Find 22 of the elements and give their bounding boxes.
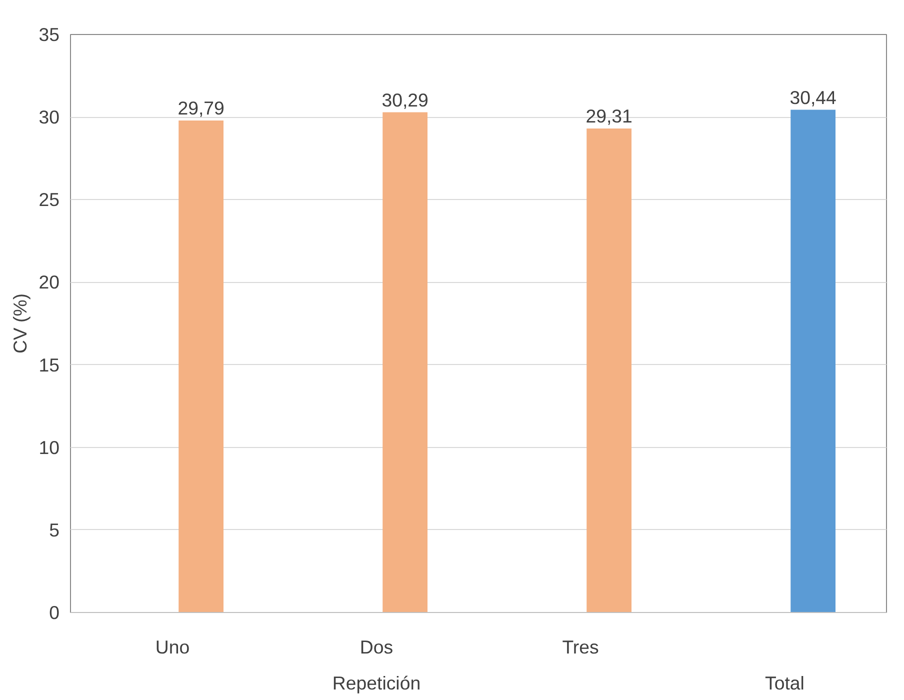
data-label: 29,79	[178, 98, 224, 119]
bar	[790, 110, 836, 612]
bar	[178, 120, 224, 612]
bar	[586, 128, 632, 612]
data-label: 30,29	[382, 89, 428, 110]
text: Repetición	[332, 672, 421, 694]
data-label: 30,44	[790, 86, 836, 108]
y-tick-label: 15	[38, 354, 60, 376]
y-tick-label: 10	[38, 436, 60, 458]
x-tick-label: Tres	[562, 636, 599, 658]
y-tick-label: 20	[38, 272, 60, 293]
y-axis-title: CV (%)	[10, 293, 31, 354]
text: Total	[765, 672, 804, 694]
y-tick-label: 25	[38, 189, 60, 210]
bar	[382, 112, 428, 612]
y-tick-label: 0	[49, 602, 60, 623]
y-tick-label: 30	[38, 106, 60, 128]
y-tick-label: 5	[49, 519, 60, 540]
y-tick-label: 35	[38, 24, 60, 45]
x-tick-label: Dos	[360, 636, 394, 658]
x-tick-label: Uno	[155, 636, 190, 658]
data-label: 29,31	[586, 105, 632, 126]
